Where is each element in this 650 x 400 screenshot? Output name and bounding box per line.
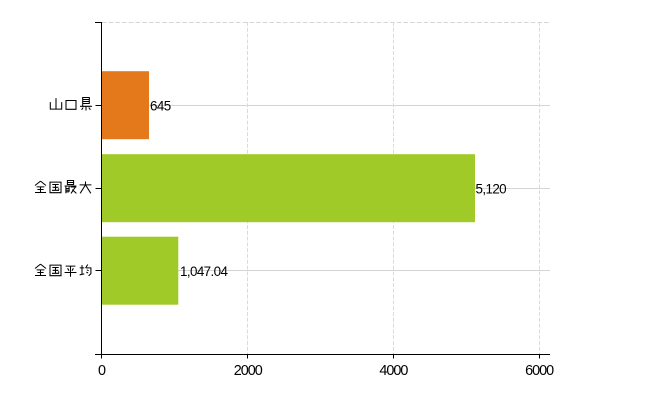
svg-text:5,120: 5,120 — [476, 182, 507, 197]
svg-text:2000: 2000 — [234, 363, 263, 379]
svg-text:4000: 4000 — [379, 363, 408, 379]
svg-text:0: 0 — [98, 363, 106, 379]
svg-text:645: 645 — [150, 99, 171, 114]
svg-text:1,047.04: 1,047.04 — [180, 264, 228, 279]
svg-text:6000: 6000 — [525, 363, 554, 379]
